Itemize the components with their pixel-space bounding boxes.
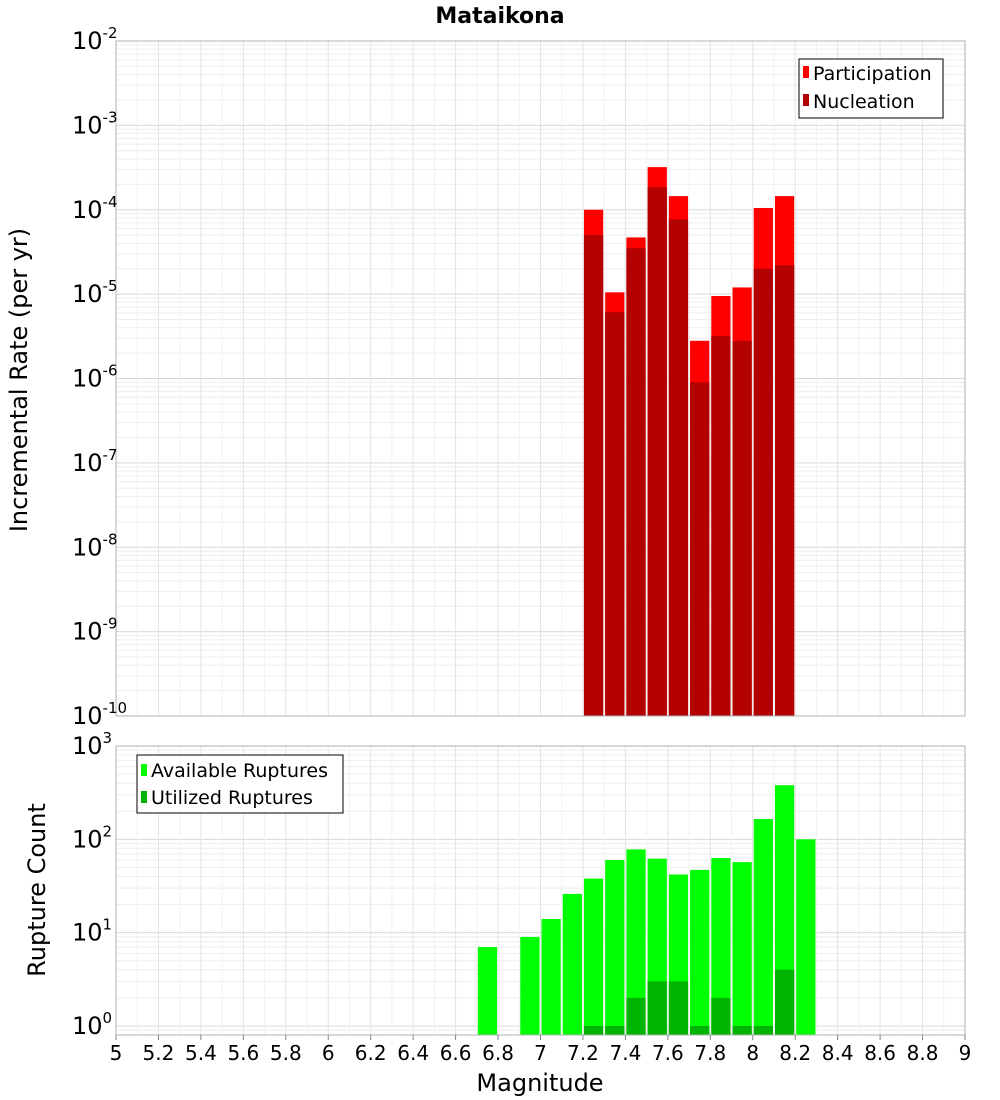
x-tick-label: 8.8	[907, 1041, 939, 1065]
utilized-ruptures-bar	[690, 1025, 710, 1035]
legend-label-available: Available Ruptures	[151, 760, 328, 782]
nucleation-bar	[605, 312, 625, 716]
utilized-ruptures-bar	[753, 1025, 773, 1035]
legend-swatch-utilized	[141, 791, 147, 803]
legend-label-utilized: Utilized Ruptures	[151, 787, 313, 809]
top-y-axis-label: Incremental Rate (per yr)	[5, 228, 33, 532]
nucleation-bar	[668, 219, 689, 717]
bottom-y-ticks: 100 101 102 103	[72, 729, 112, 1040]
available-ruptures-bar	[796, 839, 816, 1035]
legend-label-participation: Participation	[813, 63, 932, 85]
top-y-tick-label: 10-5	[72, 277, 118, 308]
available-ruptures-bar	[626, 849, 646, 1035]
nucleation-bar	[732, 340, 752, 716]
bottom-y-tick-label: 103	[72, 729, 112, 760]
nucleation-bar	[753, 268, 773, 716]
available-ruptures-bar	[732, 862, 752, 1035]
x-tick-label: 6.8	[482, 1041, 514, 1065]
bottom-legend: Available Ruptures Utilized Ruptures	[136, 754, 344, 814]
utilized-ruptures-bar	[626, 997, 646, 1035]
available-ruptures-bar	[605, 860, 625, 1035]
x-tick-label: 7.2	[567, 1041, 599, 1065]
x-tick-label: 5	[110, 1041, 123, 1065]
top-y-tick-label: 10-2	[72, 24, 118, 55]
available-ruptures-bar	[477, 947, 498, 1035]
utilized-ruptures-bar	[774, 969, 795, 1035]
top-y-ticks: 10-10 10-9 10-8 10-7 10-6 10-5 10-4 10-3 10-2	[72, 24, 127, 730]
utilized-ruptures-bar	[583, 1025, 604, 1035]
utilized-ruptures-bar	[668, 981, 689, 1035]
utilized-ruptures-bar	[732, 1025, 752, 1035]
x-tick-label: 5.6	[227, 1041, 259, 1065]
available-ruptures-bar	[562, 893, 582, 1035]
chart-title: Mataikona	[435, 4, 564, 29]
x-tick-label: 7.6	[652, 1041, 684, 1065]
bottom-y-tick-label: 101	[72, 916, 112, 947]
bottom-legend-box	[136, 754, 344, 814]
top-y-tick-label: 10-6	[72, 362, 118, 393]
available-ruptures-bar	[541, 919, 561, 1035]
bottom-y-tick-label: 100	[72, 1009, 112, 1040]
x-tick-label: 9	[959, 1041, 972, 1065]
top-y-tick-label: 10-10	[72, 699, 127, 730]
top-y-tick-label: 10-7	[72, 446, 118, 477]
legend-swatch-participation	[803, 66, 809, 78]
x-axis-label: Magnitude	[476, 1069, 603, 1097]
x-tick-label: 7	[534, 1041, 547, 1065]
bottom-plot-grid	[115, 745, 966, 1036]
x-tick-label: 6.4	[397, 1041, 429, 1065]
x-tick-label: 5.8	[270, 1041, 302, 1065]
available-ruptures-bar	[520, 936, 540, 1035]
x-tick-label: 8.2	[779, 1041, 811, 1065]
legend-label-nucleation: Nucleation	[813, 91, 915, 113]
available-ruptures-bar	[711, 858, 731, 1035]
utilized-ruptures-bar	[605, 1025, 625, 1035]
top-legend: Participation Nucleation	[798, 58, 944, 119]
top-y-tick-label: 10-3	[72, 108, 118, 139]
x-tick-label: 6.2	[355, 1041, 387, 1065]
x-tick-label: 7.4	[609, 1041, 641, 1065]
x-tick-label: 8.6	[864, 1041, 896, 1065]
utilized-ruptures-bar	[711, 997, 731, 1035]
top-y-tick-label: 10-9	[72, 615, 118, 646]
x-tick-label: 8.4	[822, 1041, 854, 1065]
available-ruptures-bar	[753, 819, 773, 1035]
nucleation-bar	[583, 235, 604, 716]
legend-swatch-available	[141, 764, 147, 776]
top-legend-box	[798, 58, 944, 119]
nucleation-bar	[711, 335, 731, 716]
bottom-plot-bars	[477, 785, 816, 1035]
available-ruptures-bar	[583, 878, 604, 1035]
x-tick-label: 7.8	[694, 1041, 726, 1065]
bottom-y-tick-label: 102	[72, 822, 112, 853]
utilized-ruptures-bar	[647, 981, 667, 1035]
nucleation-bar	[647, 187, 667, 716]
x-tick-label: 5.4	[185, 1041, 217, 1065]
top-plot-frame	[115, 40, 966, 717]
x-tick-label: 5.2	[143, 1041, 175, 1065]
x-tick-label: 6	[322, 1041, 335, 1065]
top-y-tick-label: 10-8	[72, 530, 118, 561]
x-tick-label: 8	[746, 1041, 759, 1065]
nucleation-bar	[626, 248, 646, 717]
nucleation-bar	[690, 382, 710, 716]
x-ticks: 5 5.2 5.4 5.6 5.8 6 6.2 6.4 6.6 6.8 7 7.2 7.4 7.6 7.8 8…	[110, 1035, 972, 1065]
bottom-y-axis-label: Rupture Count	[23, 803, 51, 977]
top-plot-grid	[115, 40, 966, 717]
legend-swatch-nucleation	[803, 94, 809, 106]
top-plot-bars	[583, 167, 795, 717]
top-y-tick-label: 10-4	[72, 193, 118, 224]
available-ruptures-bar	[690, 869, 710, 1035]
nucleation-bar	[774, 265, 795, 716]
x-tick-label: 6.6	[440, 1041, 472, 1065]
